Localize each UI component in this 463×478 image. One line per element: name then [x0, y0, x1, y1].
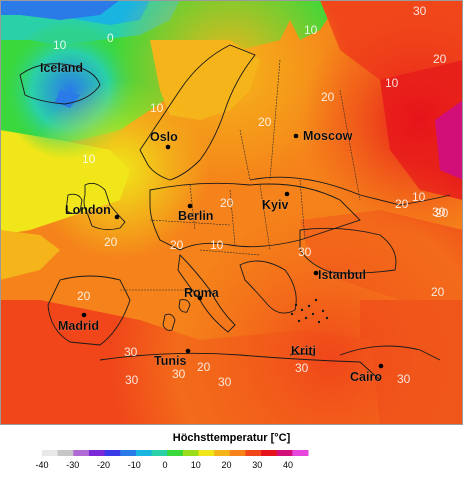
- legend-tick-label: 40: [283, 460, 293, 470]
- isotherm-label: 0: [107, 31, 114, 45]
- isotherm-label: 30: [218, 375, 232, 389]
- legend-color-segment: [151, 450, 168, 456]
- city-label-roma: Roma: [184, 286, 220, 300]
- city-marker-oslo: [165, 144, 171, 150]
- isotherm-label: 30: [172, 367, 186, 381]
- legend-color-segment: [135, 450, 153, 456]
- isotherm-label: 20: [321, 90, 335, 104]
- country-borders: [120, 59, 361, 291]
- city-marker-istanbul: [313, 270, 319, 276]
- aegean-islands: [290, 298, 329, 324]
- city-marker-moscow: [293, 133, 299, 139]
- legend-color-segment: [245, 450, 262, 456]
- city-marker-london: [114, 214, 120, 220]
- coastlines: [19, 44, 451, 381]
- legend-colorbar: [42, 450, 309, 456]
- city-label-kriti: Kriti: [291, 344, 316, 358]
- city-label-tunis: Tunis: [154, 354, 186, 368]
- temperature-field: [0, 0, 463, 425]
- isotherm-label: 20: [197, 360, 211, 374]
- isotherm-label: 30: [298, 245, 312, 259]
- legend-tick-label: 0: [162, 460, 167, 470]
- city-marker-berlin: [187, 203, 193, 209]
- isotherm-label: 10: [304, 23, 318, 37]
- city-marker-roma: [197, 295, 203, 301]
- isotherm-label: 20: [104, 235, 118, 249]
- legend-color-segment: [73, 450, 90, 456]
- legend-tick-label: -30: [66, 460, 79, 470]
- isotherm-label: 20: [431, 285, 445, 299]
- isotherm-label: 10: [385, 76, 399, 90]
- city-label-iceland: Iceland: [40, 61, 83, 75]
- legend-color-segment: [104, 450, 121, 456]
- isotherm-label: 30: [432, 205, 446, 219]
- isotherm-label: 20: [395, 197, 409, 211]
- legend-color-segment: [261, 450, 278, 456]
- isotherm-label: 30: [413, 4, 427, 18]
- legend-tick-label: -10: [128, 460, 141, 470]
- legend-title: Höchsttemperatur [°C]: [172, 432, 291, 444]
- legend-color-segment: [167, 450, 184, 456]
- legend-color-segment: [214, 450, 231, 456]
- isotherm-label: 10: [150, 101, 164, 115]
- legend-tick-label: -20: [97, 460, 110, 470]
- legend-color-segment: [88, 450, 106, 456]
- legend-color-segment: [276, 450, 293, 456]
- legend-tick-label: -40: [35, 460, 48, 470]
- legend-color-segment: [42, 450, 59, 456]
- city-label-cairo: Cairo: [350, 370, 382, 384]
- city-label-oslo: Oslo: [150, 130, 178, 144]
- city-label-berlin: Berlin: [178, 209, 213, 223]
- isotherm-label: 30: [124, 345, 138, 359]
- legend-tick-labels: -40 -30 -20 -10 0 10 20 30 40: [35, 460, 293, 470]
- city-marker-kyiv: [284, 191, 290, 197]
- legend-color-segment: [120, 450, 137, 456]
- city-label-istanbul: Istanbul: [318, 268, 366, 282]
- isotherm-label: 20: [170, 238, 184, 252]
- legend-color-segment: [57, 450, 74, 456]
- city-label-moscow: Moscow: [303, 129, 353, 143]
- legend-color-segment: [182, 450, 199, 456]
- city-label-london: London: [65, 203, 111, 217]
- legend-color-segment: [229, 450, 246, 456]
- isotherm-label: 30: [125, 373, 139, 387]
- city-label-madrid: Madrid: [58, 319, 99, 333]
- isotherm-label: 20: [258, 115, 272, 129]
- isotherm-label: 10: [412, 190, 426, 204]
- isotherm-label: 20: [433, 52, 447, 66]
- isotherm-label: 30: [295, 361, 309, 375]
- city-label-kyiv: Kyiv: [262, 198, 288, 212]
- city-marker-tunis: [185, 348, 191, 354]
- legend-color-segment: [292, 450, 309, 456]
- isotherm-label: 20: [435, 206, 449, 220]
- isotherm-label: 10: [82, 152, 96, 166]
- legend-color-segment: [198, 450, 215, 456]
- legend-tick-label: 10: [191, 460, 201, 470]
- city-marker-cairo: [378, 363, 384, 369]
- legend-tick-label: 30: [252, 460, 262, 470]
- city-layer: Iceland Oslo Moscow London Berlin Kyiv Istanbu…: [40, 61, 384, 384]
- legend-tick-label: 20: [221, 460, 231, 470]
- isotherm-label: 10: [53, 38, 67, 52]
- isotherm-label: 20: [77, 289, 91, 303]
- city-marker-madrid: [81, 312, 87, 318]
- isotherm-label: 10: [210, 238, 224, 252]
- isotherm-label: 30: [397, 372, 411, 386]
- isotherm-label: 20: [220, 196, 234, 210]
